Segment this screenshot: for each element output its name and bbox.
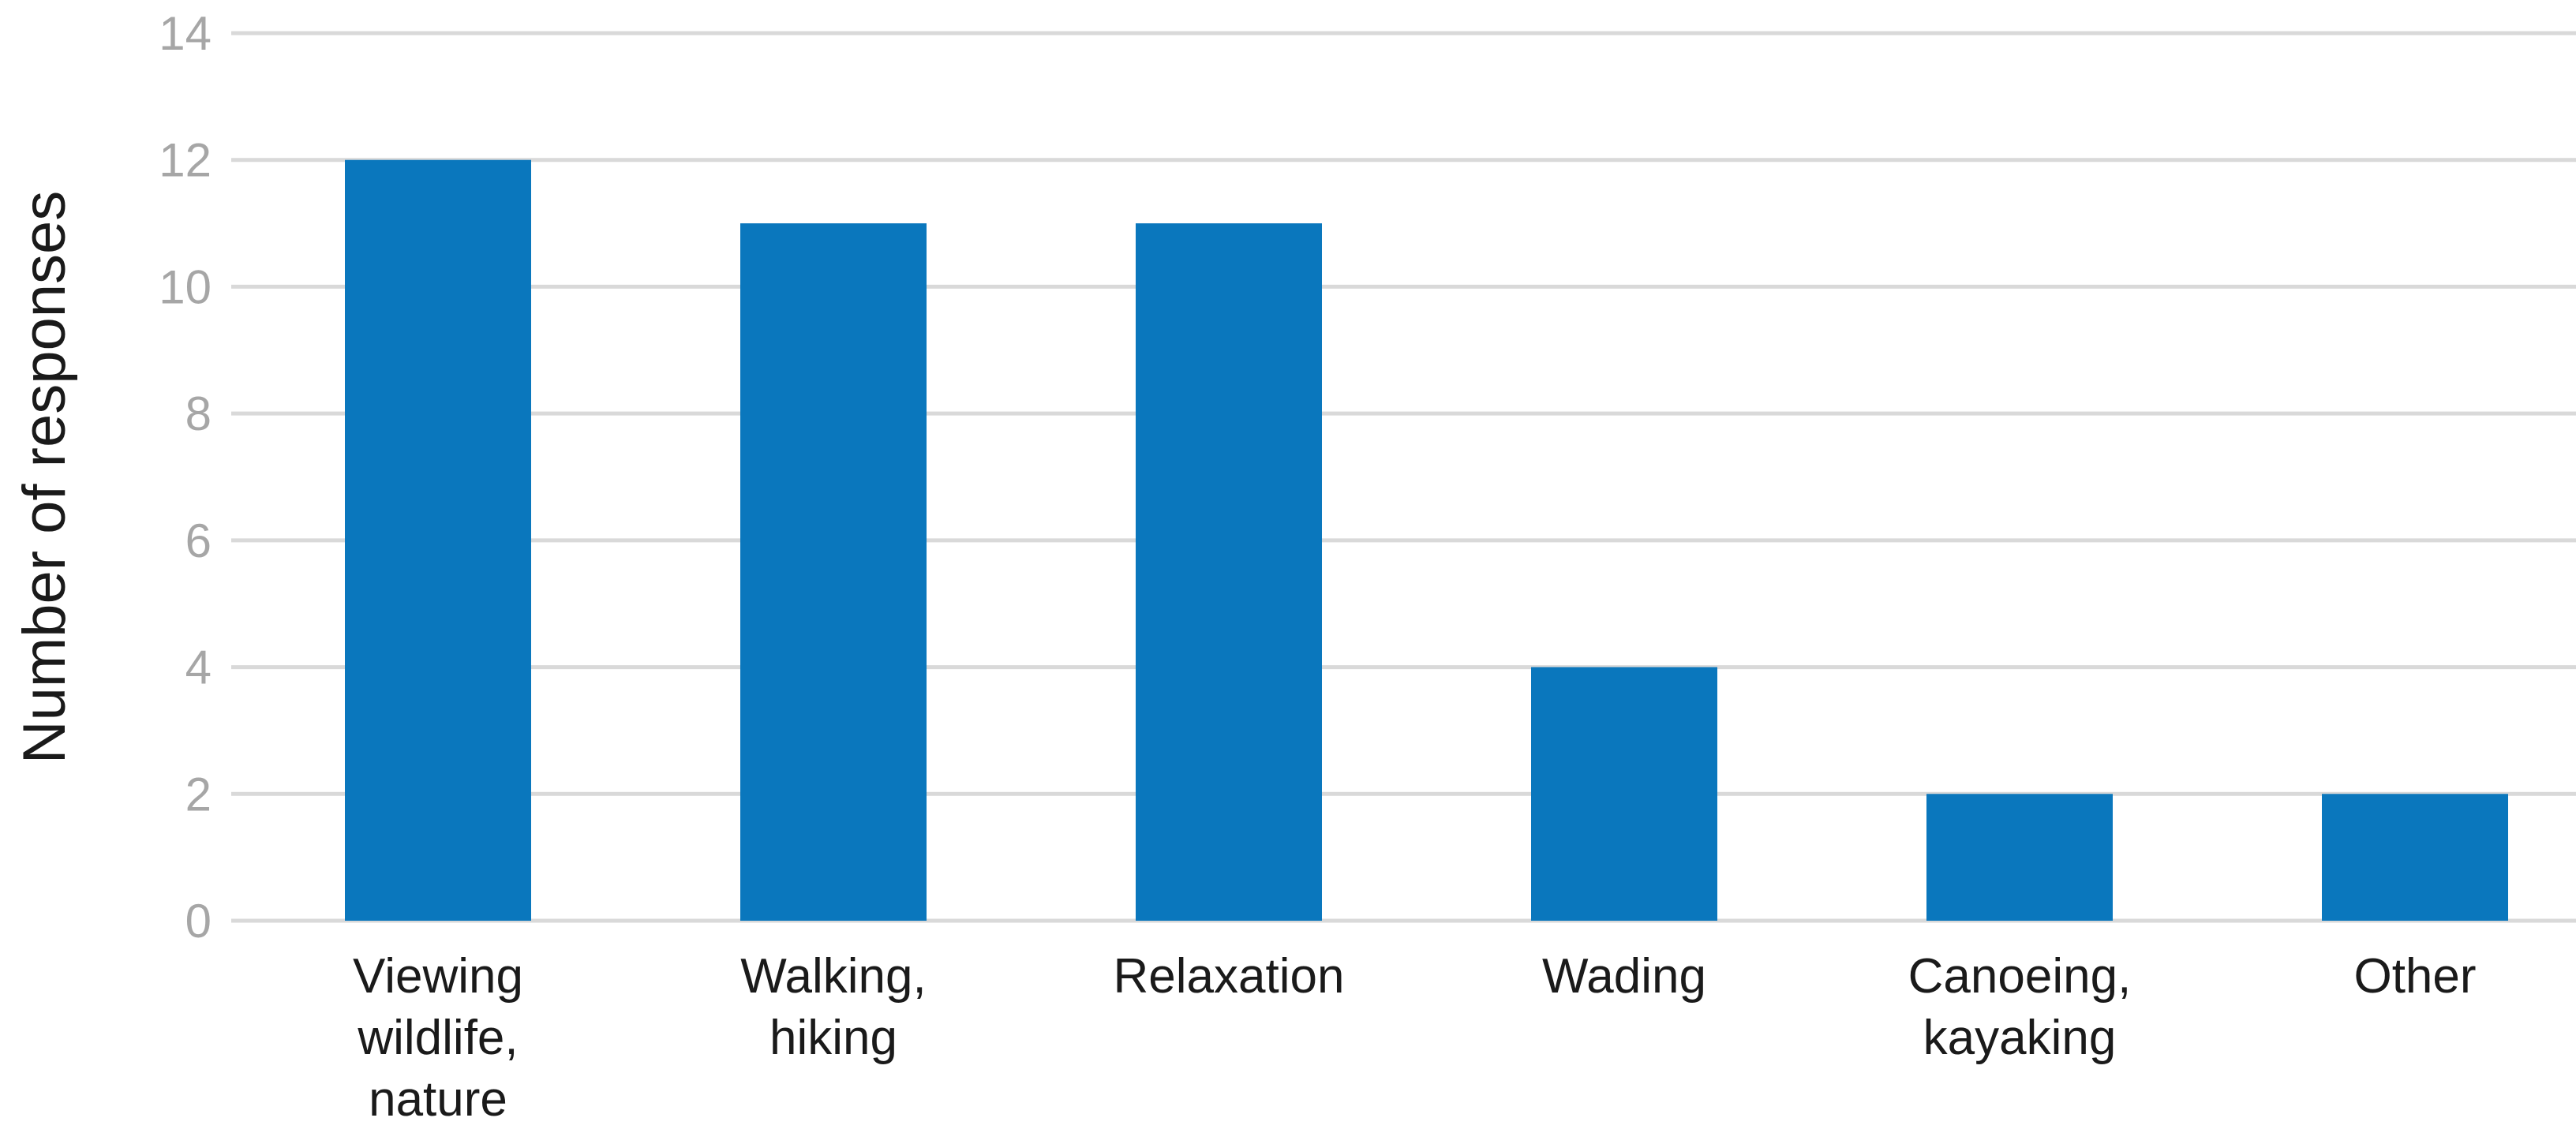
x-axis-category-labels: Viewing wildlife, nature Walking, hiking Rela…: [353, 949, 2477, 1127]
x-category-label: Viewing wildlife, nature: [353, 949, 523, 1127]
y-tick-label: 4: [185, 641, 212, 694]
bar: [1531, 667, 1717, 921]
bar: [345, 159, 531, 921]
x-category-label-line: Other: [2353, 949, 2476, 1004]
x-category-label: Wading: [1542, 949, 1706, 1004]
y-axis-tick-labels: 0 2 4 6 8 10 12 14: [159, 7, 212, 948]
y-tick-label: 0: [185, 895, 212, 948]
x-category-label: Relaxation: [1114, 949, 1345, 1004]
bar: [1926, 794, 2113, 921]
x-category-label: Walking, hiking: [740, 949, 926, 1065]
x-category-label-line: Canoeing,: [1908, 949, 2132, 1004]
x-category-label-line: kayaking: [1923, 1011, 2117, 1065]
x-category-label-line: wildlife,: [357, 1011, 518, 1065]
y-tick-label: 14: [159, 7, 212, 60]
gridlines: [231, 31, 2576, 923]
x-category-label: Canoeing, kayaking: [1908, 949, 2132, 1065]
y-tick-label: 6: [185, 514, 212, 567]
x-category-label: Other: [2353, 949, 2476, 1004]
bar: [2322, 794, 2508, 921]
x-category-label-line: Relaxation: [1114, 949, 1345, 1004]
y-tick-label: 2: [185, 768, 212, 821]
y-tick-label: 12: [159, 134, 212, 187]
y-axis-title: Number of responses: [11, 191, 78, 765]
x-category-label-line: nature: [369, 1072, 507, 1127]
y-tick-label: 10: [159, 260, 212, 313]
x-category-label-line: hiking: [769, 1011, 897, 1065]
y-tick-label: 8: [185, 387, 212, 440]
bars: [345, 159, 2508, 922]
x-category-label-line: Viewing: [353, 949, 523, 1004]
x-category-label-line: Walking,: [740, 949, 926, 1004]
bar: [1136, 223, 1322, 922]
x-category-label-line: Wading: [1542, 949, 1706, 1004]
bar: [740, 223, 927, 922]
